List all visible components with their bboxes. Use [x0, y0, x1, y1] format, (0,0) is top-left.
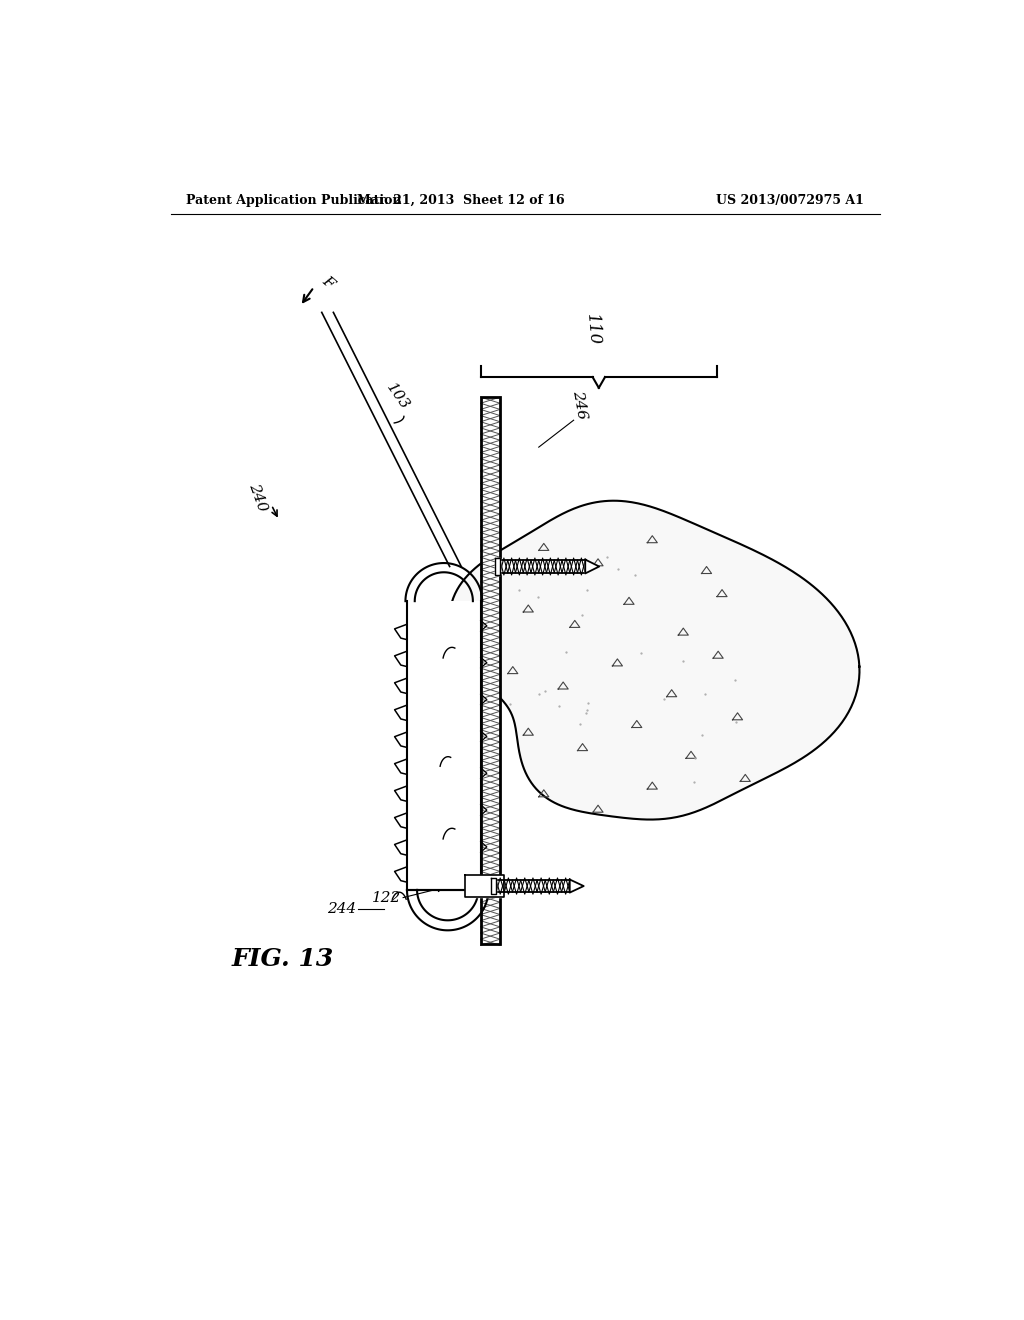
- Text: 240: 240: [247, 480, 269, 513]
- Text: Patent Application Publication: Patent Application Publication: [186, 194, 401, 207]
- Text: Mar. 21, 2013  Sheet 12 of 16: Mar. 21, 2013 Sheet 12 of 16: [357, 194, 565, 207]
- Text: 103: 103: [384, 381, 412, 413]
- Bar: [480, 397, 500, 944]
- Text: 110: 110: [583, 313, 603, 346]
- Polygon shape: [500, 560, 586, 573]
- Text: 238: 238: [450, 832, 469, 863]
- Polygon shape: [569, 879, 584, 892]
- Polygon shape: [495, 558, 500, 576]
- Text: US 2013/0072975 A1: US 2013/0072975 A1: [717, 194, 864, 207]
- Polygon shape: [586, 560, 599, 573]
- Text: 246: 246: [569, 389, 589, 420]
- Text: F: F: [319, 273, 337, 292]
- Text: 242: 242: [434, 729, 453, 759]
- Bar: [480, 397, 500, 944]
- Text: 122: 122: [372, 891, 400, 904]
- Text: 244: 244: [328, 902, 356, 916]
- Bar: [407, 601, 480, 890]
- Text: 248: 248: [438, 620, 457, 651]
- Polygon shape: [496, 880, 569, 892]
- Text: FIG. 13: FIG. 13: [231, 948, 334, 972]
- Polygon shape: [490, 878, 496, 894]
- Polygon shape: [450, 500, 859, 820]
- Text: 248: 248: [438, 801, 457, 833]
- Polygon shape: [465, 875, 504, 896]
